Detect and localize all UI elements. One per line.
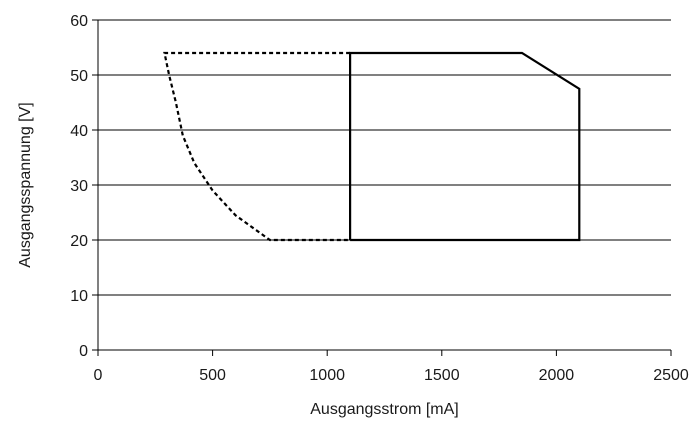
- x-tick-label: 2500: [653, 367, 689, 384]
- x-tick-label: 500: [199, 367, 226, 384]
- y-tick-label: 60: [70, 13, 88, 30]
- x-tick-label: 1500: [424, 367, 460, 384]
- x-tick-label: 1000: [309, 367, 345, 384]
- tick-labels: 0 10 20 30 40 50 60 0 500 1000 1500 2000 2500: [70, 13, 689, 384]
- x-tick-label: 0: [94, 367, 103, 384]
- y-axis-title: Ausgangsspannung [V]: [17, 102, 34, 267]
- y-tick-label: 20: [70, 233, 88, 250]
- axes: [92, 19, 672, 356]
- x-tick-label: 2000: [539, 367, 575, 384]
- series-line-dashed: [163, 51, 351, 242]
- y-tick-label: 0: [79, 343, 88, 360]
- y-tick-label: 30: [70, 178, 88, 195]
- y-tick-label: 50: [70, 68, 88, 85]
- x-axis-title: Ausgangsstrom [mA]: [310, 401, 459, 418]
- series-layer: [163, 51, 581, 242]
- gridlines: [98, 19, 671, 296]
- y-tick-label: 10: [70, 288, 88, 305]
- series-line-solid: [349, 51, 581, 242]
- y-tick-label: 40: [70, 123, 88, 140]
